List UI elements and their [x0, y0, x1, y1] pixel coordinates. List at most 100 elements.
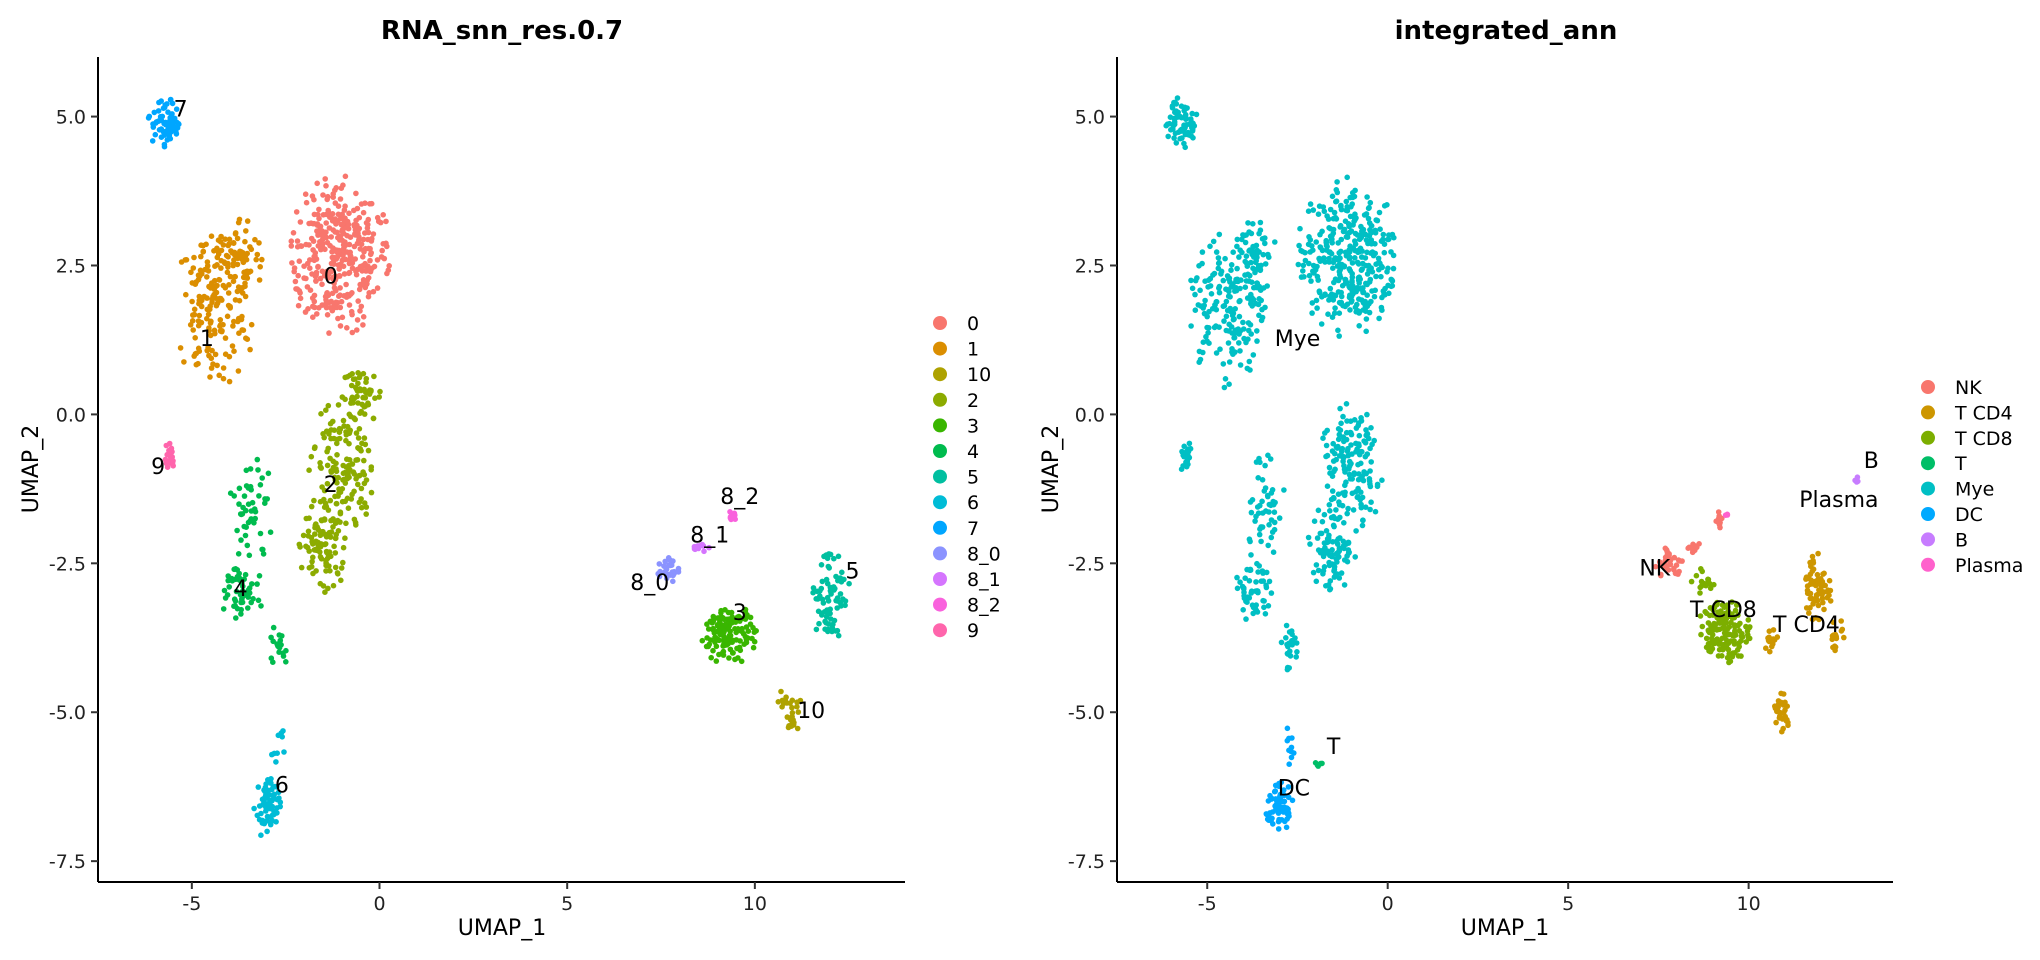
data-point [337, 196, 344, 202]
data-point [331, 543, 337, 550]
data-point [369, 235, 375, 242]
data-point [818, 562, 825, 568]
data-point [169, 100, 176, 107]
data-point [327, 497, 334, 504]
data-point [1317, 231, 1323, 238]
legend-label: 8_1 [967, 569, 1001, 591]
data-point [355, 228, 361, 234]
data-point [1354, 232, 1361, 238]
data-point [1729, 615, 1736, 621]
data-point [1205, 284, 1211, 290]
data-point [1311, 518, 1318, 524]
data-point [781, 700, 787, 706]
x-tick-label: 10 [743, 893, 767, 915]
data-point [1359, 228, 1365, 235]
data-point [1775, 698, 1782, 704]
series-6 [251, 728, 287, 838]
data-point [161, 143, 168, 150]
data-point [224, 313, 231, 320]
data-point [1216, 231, 1223, 238]
data-point [347, 466, 353, 473]
series-dc [1263, 725, 1297, 832]
data-point [273, 784, 280, 790]
data-point [342, 374, 349, 381]
data-point [1364, 292, 1370, 299]
data-point [1721, 604, 1728, 610]
data-point [1261, 488, 1268, 494]
data-point [330, 458, 337, 465]
data-point [1785, 722, 1791, 729]
data-point [168, 129, 174, 135]
data-point [352, 384, 359, 391]
data-point [1283, 622, 1290, 629]
data-point [323, 503, 330, 510]
data-point [1377, 226, 1383, 232]
data-point [1196, 348, 1203, 355]
data-point [328, 435, 334, 442]
data-point [1830, 619, 1837, 626]
data-point [358, 485, 365, 492]
data-point [827, 584, 834, 591]
cluster-label: B [1864, 449, 1879, 474]
data-point [314, 180, 321, 187]
data-point [1662, 561, 1668, 568]
data-point [1298, 274, 1305, 280]
data-point [1346, 229, 1353, 236]
data-point [1381, 241, 1388, 247]
data-point [370, 288, 377, 295]
y-tick-label: -7.5 [49, 851, 86, 873]
data-point [208, 233, 215, 239]
data-point [242, 238, 248, 245]
data-point [308, 220, 314, 226]
data-point [340, 417, 347, 424]
data-point [1342, 466, 1349, 472]
data-point [1342, 482, 1348, 489]
data-point [316, 305, 322, 311]
data-point [1295, 261, 1302, 268]
data-point [251, 805, 257, 812]
data-point [239, 313, 245, 320]
data-point [223, 252, 230, 259]
data-point [346, 302, 353, 308]
umap-panel-annotation: integrated_ann NK T CD4 T CD8 T Mye DC B Plasma… [1039, 16, 2023, 941]
data-point [1323, 442, 1330, 449]
data-point [222, 595, 229, 601]
data-point [1272, 782, 1279, 789]
data-point [1389, 277, 1395, 284]
data-point [832, 585, 838, 592]
data-point [315, 243, 322, 249]
legend-swatch [1921, 405, 1935, 420]
data-point [368, 388, 374, 395]
data-point [283, 659, 289, 665]
data-point [241, 269, 247, 276]
data-point [379, 247, 386, 254]
data-point [1731, 638, 1737, 644]
data-point [1349, 490, 1356, 497]
data-point [264, 813, 271, 820]
data-point [1247, 567, 1253, 573]
data-point [1831, 643, 1838, 649]
legend-item: T CD4 [1921, 402, 2013, 424]
data-point [1718, 610, 1724, 616]
data-point [1336, 255, 1342, 262]
data-point [1374, 481, 1381, 488]
data-point [317, 275, 324, 282]
data-point [1334, 445, 1341, 451]
series-10 [775, 688, 804, 732]
data-point [311, 547, 318, 553]
data-point [262, 500, 268, 507]
data-point [1358, 285, 1364, 292]
legend: 0 1 10 2 3 4 5 6 7 8_0 8_1 8_2 9 [933, 313, 1001, 642]
data-point [268, 634, 274, 641]
data-point [1206, 340, 1212, 347]
data-point [331, 248, 338, 254]
data-point [1241, 589, 1247, 596]
data-point [293, 209, 300, 215]
data-point [1329, 561, 1336, 567]
data-point [309, 295, 316, 301]
data-point [1315, 211, 1322, 217]
data-point [1364, 194, 1370, 200]
data-point [1293, 640, 1300, 646]
data-point [226, 378, 233, 385]
data-point [1220, 361, 1227, 367]
